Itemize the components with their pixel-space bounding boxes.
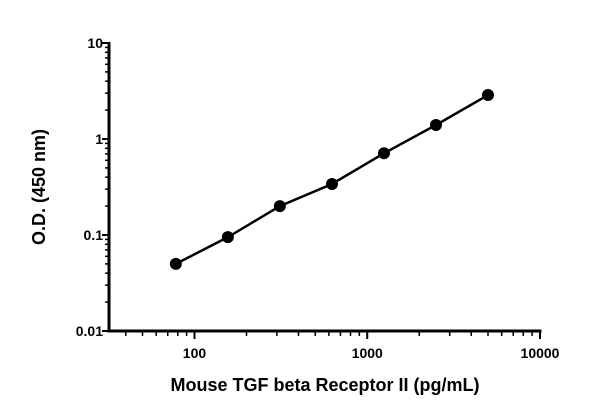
y-axis-label: O.D. (450 nm) [29,129,49,245]
x-tick-label: 10000 [521,345,560,361]
y-tick-label: 10 [87,35,103,51]
data-point [273,200,286,213]
data-point [481,89,494,102]
data-point [169,257,182,270]
data-point [325,177,338,190]
data-marks [169,89,494,270]
y-tick-label: 0.1 [84,227,104,243]
x-axis-label: Mouse TGF beta Receptor II (pg/mL) [170,375,479,395]
data-point [221,231,234,244]
y-tick-label: 0.01 [76,323,103,339]
y-tick-label: 1 [95,131,103,147]
x-tick-label: 100 [183,345,207,361]
x-tick-label: 1000 [352,345,383,361]
axes: 0.01 0.1 1 10 100 1000 10000 [76,35,560,361]
data-point [429,118,442,131]
data-point [377,147,390,160]
